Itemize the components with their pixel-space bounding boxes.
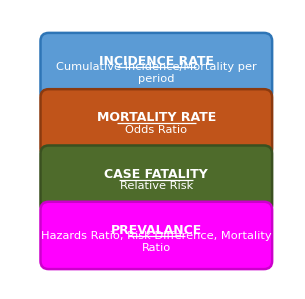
Text: PREVALANCE: PREVALANCE	[111, 224, 202, 237]
Text: Odds Ratio: Odds Ratio	[125, 124, 187, 135]
Text: Cumulative Incidence/Mortality per
period: Cumulative Incidence/Mortality per perio…	[56, 62, 257, 84]
Text: Relative Risk: Relative Risk	[120, 181, 193, 191]
Text: MORTALITY RATE: MORTALITY RATE	[97, 111, 216, 124]
FancyBboxPatch shape	[41, 89, 272, 156]
FancyBboxPatch shape	[41, 202, 272, 269]
Text: Hazards Ratio, Risk Difference, Mortality
Ratio: Hazards Ratio, Risk Difference, Mortalit…	[41, 231, 272, 253]
Text: CASE FATALITY: CASE FATALITY	[104, 167, 208, 181]
Text: INCIDENCE RATE: INCIDENCE RATE	[99, 55, 214, 68]
FancyBboxPatch shape	[41, 146, 272, 213]
FancyBboxPatch shape	[41, 33, 272, 100]
